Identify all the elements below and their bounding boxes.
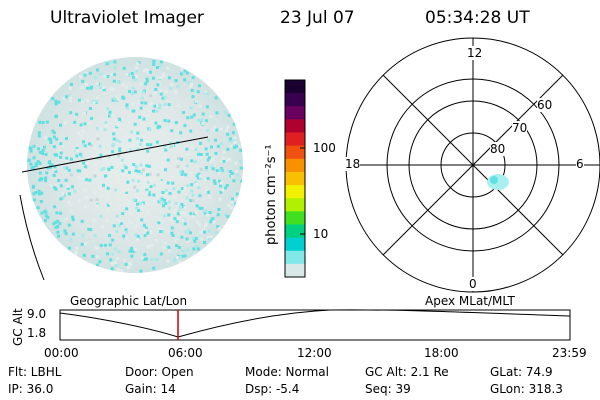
lat-label-60: 60 [537,98,553,112]
info-glon: GLon: 318.3 [490,382,563,396]
altitude-curve [59,309,571,338]
timeline-ytick-top: 9.0 [27,307,47,321]
timeline-ytick-bottom: 1.8 [27,326,47,340]
colorbar-tick-100: 100 [313,141,336,155]
timeline-xtick-4: 23:59 [552,346,587,360]
colorbar-tick-10: 10 [313,227,329,241]
info-ip: IP: 36.0 [8,382,54,396]
info-filter: Flt: LBHL [8,365,62,379]
time-label: 05:34:28 UT [425,8,530,28]
mlt-label-12: 12 [466,46,484,60]
info-mode: Mode: Normal [245,365,329,379]
mlt-label-0: 0 [469,277,477,291]
info-gain: Gain: 14 [125,382,176,396]
timeline-right-title: Apex MLat/MLT [425,294,515,308]
info-door: Door: Open [125,365,194,379]
info-glat: GLat: 74.9 [490,365,553,379]
timeline-xtick-1: 06:00 [168,346,203,360]
timeline-xtick-0: 00:00 [44,346,79,360]
timeline-xtick-2: 12:00 [297,346,332,360]
timeline-xtick-3: 18:00 [424,346,459,360]
info-seq: Seq: 39 [365,382,411,396]
timeline-left-title: Geographic Lat/Lon [70,294,188,308]
date-label: 23 Jul 07 [280,8,355,28]
info-gc-alt: GC Alt: 2.1 Re [365,365,449,379]
info-dsp: Dsp: -5.4 [245,382,300,396]
mlt-label-6: 6 [576,157,584,171]
instrument-title: Ultraviolet Imager [50,8,204,28]
lat-label-80: 80 [490,142,506,156]
mlt-label-18: 18 [345,157,361,171]
lat-label-70: 70 [512,121,528,135]
